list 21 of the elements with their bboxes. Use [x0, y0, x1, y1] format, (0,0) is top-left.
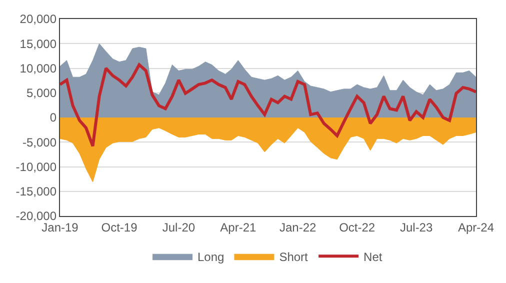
y-tick-label: 5,000: [26, 86, 57, 100]
y-tick-label: -15,000: [16, 184, 57, 199]
line-series: [60, 63, 476, 148]
x-tick-label: Jan-19: [42, 220, 79, 234]
x-tick-label: Jan-22: [279, 220, 317, 234]
x-tick-label: Oct-22: [339, 220, 376, 234]
y-tick-label: -10,000: [16, 160, 57, 174]
x-tick-label: Apr-21: [220, 220, 256, 234]
legend-label: Long: [198, 250, 224, 264]
y-tick-label: 20,000: [20, 12, 57, 26]
legend-label: Net: [364, 250, 383, 264]
y-tick-label: 10,000: [20, 61, 57, 76]
x-tick-label: Jul-20: [162, 220, 196, 234]
x-tick-label: Oct-19: [101, 220, 138, 234]
legend-label: Short: [279, 250, 309, 264]
y-tick-label: 0: [50, 110, 57, 125]
y-tick-label: 15,000: [20, 36, 57, 51]
y-tick-label: -5,000: [22, 135, 57, 150]
x-tick-label: Jul-23: [400, 220, 433, 234]
x-tick-label: Apr-24: [458, 220, 494, 234]
y-tick-label: -20,000: [16, 209, 57, 224]
